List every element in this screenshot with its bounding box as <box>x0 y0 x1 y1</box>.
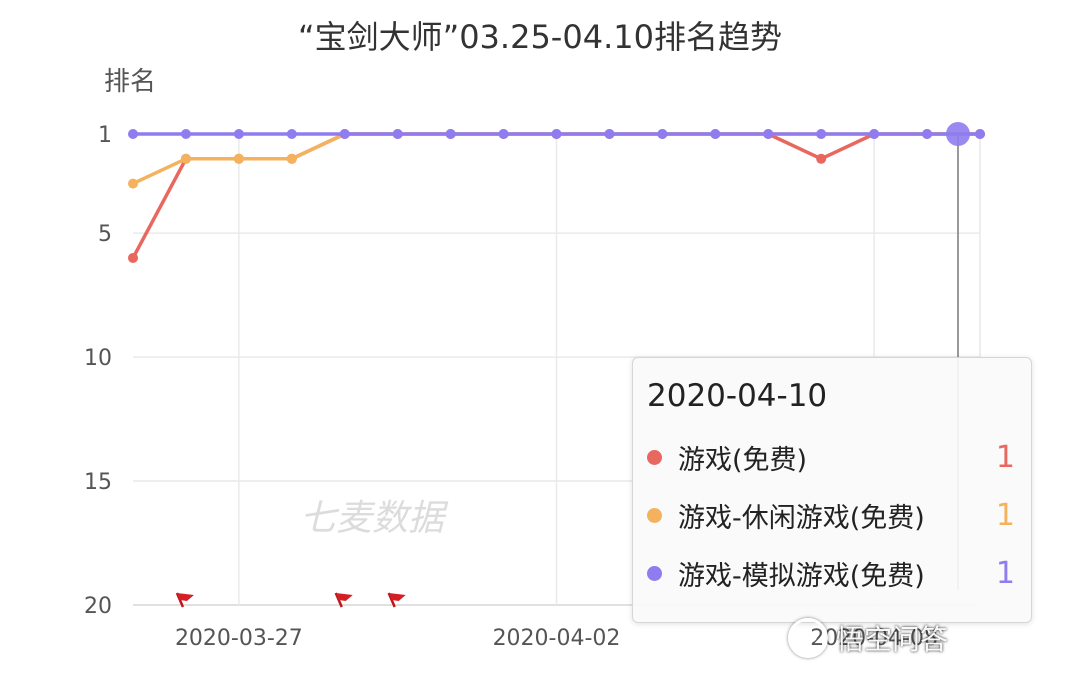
data-point <box>604 129 615 139</box>
tooltip-row: 游戏-休闲游戏(免费) 1 <box>647 486 1015 544</box>
event-flag-cloth <box>176 593 194 601</box>
event-flag-cloth <box>335 593 353 601</box>
y-tick-label: 5 <box>98 222 112 247</box>
data-point <box>180 153 191 164</box>
data-point <box>233 129 244 139</box>
data-point <box>180 129 191 139</box>
data-point <box>445 129 456 139</box>
data-point <box>816 153 827 164</box>
data-point <box>392 129 403 139</box>
tooltip-series-value: 1 <box>995 555 1015 591</box>
tooltip-series-name: 游戏-休闲游戏(免费) <box>678 502 925 534</box>
data-point <box>922 129 933 139</box>
tooltip-series-value: 1 <box>995 439 1015 475</box>
data-point <box>233 153 244 164</box>
hover-marker <box>946 122 970 146</box>
y-tick-label: 10 <box>84 346 112 371</box>
event-flag-icon <box>175 592 194 608</box>
x-tick-label: 2020-04-08 <box>810 626 938 651</box>
data-point <box>869 129 880 139</box>
tooltip-series-name: 游戏-模拟游戏(免费) <box>678 560 925 592</box>
data-point <box>816 129 827 139</box>
data-point <box>975 129 985 139</box>
event-flag-cloth <box>388 593 406 601</box>
data-point <box>128 178 138 189</box>
tooltip-date: 2020-04-10 <box>647 378 828 414</box>
tooltip-row: 游戏-模拟游戏(免费) 1 <box>647 544 1015 602</box>
data-point <box>763 129 774 139</box>
legend-dot-icon <box>647 449 662 465</box>
tooltip-series-name: 游戏(免费) <box>678 444 808 476</box>
legend-dot-icon <box>647 507 662 523</box>
data-point <box>286 129 297 139</box>
data-point <box>657 129 668 139</box>
source-watermark-text: 悟空问答 <box>836 623 949 656</box>
y-axis-label: 排名 <box>104 67 156 97</box>
data-point <box>710 129 721 139</box>
data-point <box>128 129 138 139</box>
y-tick-label: 1 <box>98 123 112 148</box>
chart-title: “宝剑大师”03.25-04.10排名趋势 <box>298 18 782 56</box>
event-flag-icon <box>334 592 353 608</box>
tooltip-series-value: 1 <box>995 497 1015 533</box>
data-point <box>551 129 562 139</box>
source-watermark: 悟空问答 <box>788 613 948 663</box>
x-tick-label: 2020-03-27 <box>175 626 303 651</box>
data-point <box>286 153 297 164</box>
y-tick-label: 20 <box>84 594 112 619</box>
tooltip-row: 游戏(免费) 1 <box>647 428 1015 486</box>
event-flag-icon <box>387 592 406 608</box>
data-point <box>498 129 509 139</box>
legend-dot-icon <box>647 565 662 581</box>
data-point <box>339 129 350 139</box>
tooltip: 2020-04-10 游戏(免费) 1 游戏-休闲游戏(免费) 1 游戏-模拟游… <box>632 357 1032 623</box>
y-tick-label: 15 <box>84 470 112 495</box>
event-flags <box>175 592 406 608</box>
wukong-logo-icon <box>788 618 828 658</box>
data-point <box>128 252 138 263</box>
series-layer <box>128 122 985 590</box>
x-tick-label: 2020-04-02 <box>493 626 621 651</box>
qimai-watermark: 七麦数据 <box>300 498 449 539</box>
